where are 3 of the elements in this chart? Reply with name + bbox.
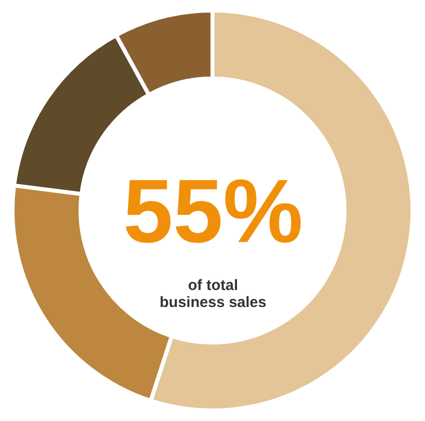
text: 55% xyxy=(122,162,304,262)
text: business sales xyxy=(160,294,266,311)
text: of total xyxy=(188,277,238,294)
